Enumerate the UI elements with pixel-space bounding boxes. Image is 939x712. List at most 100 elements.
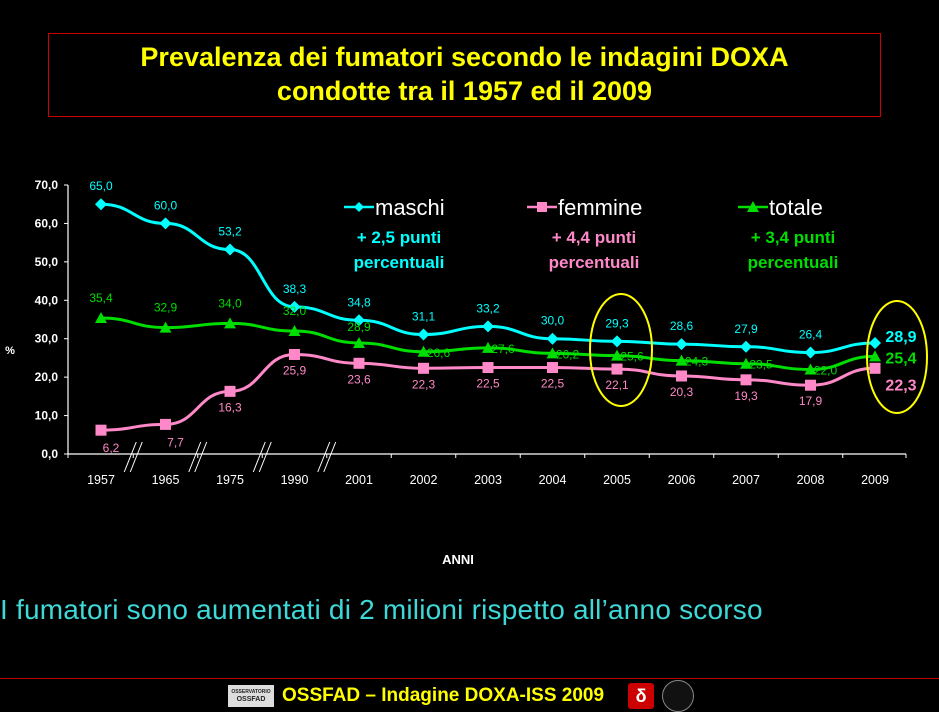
marker-femmine-2003 [482, 362, 494, 374]
title-line-1: Prevalenza dei fumatori secondo le indag… [140, 42, 789, 72]
data-label-totale-2009: 25,4 [885, 350, 916, 367]
marker-maschi-2003 [482, 320, 494, 333]
footer-text: OSSFAD – Indagine DOXA-ISS 2009 [282, 685, 605, 706]
summary-subtitle: I fumatori sono aumentati di 2 milioni r… [0, 594, 763, 625]
marker-totale-1965 [159, 321, 172, 333]
marker-totale-2001 [353, 336, 365, 348]
data-label-totale-2007: 23,5 [749, 358, 773, 372]
y-tick-label: 0,0 [41, 447, 58, 461]
marker-femmine-1990 [289, 348, 300, 360]
data-label-maschi-1965: 60,0 [154, 198, 178, 212]
marker-maschi-2004 [546, 332, 559, 345]
data-label-maschi-1975: 53,2 [218, 225, 242, 239]
marker-femmine-2004 [547, 362, 558, 374]
data-label-totale-1957: 35,4 [89, 291, 113, 305]
data-label-femmine-2009: 22,3 [885, 377, 916, 394]
data-label-maschi-2004: 30,0 [541, 314, 565, 328]
x-tick-label-1957: 1957 [87, 473, 115, 487]
y-tick-label: 50,0 [35, 255, 59, 269]
doxa-logo: δ [628, 683, 655, 709]
marker-totale-2009 [869, 350, 881, 362]
marker-maschi-2009 [869, 336, 881, 349]
legend-label-maschi: maschi [375, 195, 445, 220]
marker-femmine-2007 [740, 374, 752, 386]
marker-femmine-1975 [224, 385, 236, 397]
data-label-femmine-1975: 16,3 [218, 400, 242, 414]
legend-note1-maschi: + 2,5 punti [357, 228, 442, 247]
y-tick-label: 40,0 [35, 293, 59, 307]
x-tick-label-2002: 2002 [410, 473, 438, 487]
data-label-totale-1990: 32,0 [283, 304, 307, 318]
x-tick-label-2005: 2005 [603, 473, 631, 487]
data-label-totale-2006: 24,3 [685, 355, 709, 369]
data-label-femmine-2005: 22,1 [605, 378, 629, 392]
y-axis-label: % [5, 345, 15, 357]
marker-femmine-2002 [418, 362, 429, 374]
marker-femmine-1965 [160, 418, 171, 430]
legend-label-femmine: femmine [558, 195, 642, 220]
data-label-maschi-2007: 27,9 [734, 322, 758, 336]
marker-totale-2002 [417, 345, 430, 357]
y-tick-label: 30,0 [35, 332, 59, 346]
x-tick-label-2008: 2008 [797, 473, 825, 487]
marker-femmine-2005 [611, 363, 623, 375]
data-label-femmine-2008: 17,9 [799, 394, 823, 408]
data-label-maschi-2005: 29,3 [605, 316, 629, 330]
x-tick-label-2001: 2001 [345, 473, 373, 487]
x-tick-label-2006: 2006 [668, 473, 696, 487]
title-line-2: condotte tra il 1957 ed il 2009 [276, 76, 653, 106]
data-label-maschi-2008: 26,4 [799, 328, 823, 342]
y-tick-label: 70,0 [35, 178, 59, 192]
data-label-totale-1975: 34,0 [218, 296, 242, 310]
marker-totale-2004 [546, 347, 559, 359]
line-chart: 0,0 10,0 20,0 30,0 40,0 50,0 60,0 70,0 1957 1965 1… [5, 178, 928, 567]
ossfad-logo-text: OSSFAD [236, 696, 266, 703]
data-label-femmine-1957: 6,2 [103, 441, 120, 455]
x-tick-label-2003: 2003 [474, 473, 502, 487]
legend-note2-femmine: percentuali [549, 253, 640, 272]
data-label-totale-2008: 22,0 [814, 363, 838, 377]
marker-maschi-1957 [95, 198, 107, 211]
data-label-femmine-2003: 22,5 [476, 377, 500, 391]
marker-totale-1990 [288, 325, 301, 337]
footer: OSSERVATORIO OSSFAD OSSFAD – Indagine DO… [228, 680, 695, 712]
marker-maschi-2008 [804, 346, 817, 359]
marker-totale-1957 [95, 311, 107, 323]
highlight-ellipse-2009 [866, 300, 928, 414]
x-tick-label-1975: 1975 [216, 473, 244, 487]
data-label-femmine-2001: 23,6 [347, 372, 371, 386]
marker-totale-1975 [224, 317, 236, 329]
axis-break-mark [194, 441, 208, 473]
data-label-maschi-2009: 28,9 [885, 329, 916, 346]
data-label-totale-2001: 28,9 [347, 320, 371, 334]
marker-maschi-2007 [740, 340, 752, 353]
marker-maschi-1990 [288, 300, 301, 313]
iss-seal-logo [662, 680, 695, 712]
axis-break-mark [317, 441, 331, 473]
y-tick-label: 20,0 [35, 370, 59, 384]
highlight-ellipse-2005 [589, 293, 653, 407]
data-label-femmine-2004: 22,5 [541, 377, 565, 391]
data-label-totale-2002: 26,6 [427, 346, 451, 360]
data-label-totale-2004: 26,2 [556, 347, 580, 361]
data-label-femmine-1990: 25,9 [283, 363, 307, 377]
marker-totale-2006 [675, 354, 688, 366]
marker-femmine-2006 [676, 370, 687, 382]
marker-maschi-2005 [611, 335, 623, 348]
legend-note2-maschi: percentuali [354, 253, 445, 272]
axis-break-mark [323, 441, 337, 473]
y-tick-label: 60,0 [35, 216, 59, 230]
data-label-femmine-2007: 19,3 [734, 389, 758, 403]
data-label-totale-2003: 27,6 [491, 342, 515, 356]
legend-marker-femmine [537, 202, 547, 212]
marker-maschi-1965 [159, 217, 172, 230]
data-label-maschi-2001: 34,8 [347, 295, 371, 309]
x-tick-label-2004: 2004 [539, 473, 567, 487]
legend-label-totale: totale [769, 195, 823, 220]
data-label-maschi-2002: 31,1 [412, 309, 436, 323]
marker-maschi-1975 [224, 243, 236, 256]
marker-maschi-2001 [353, 314, 365, 327]
marker-totale-2007 [740, 357, 752, 369]
legend-marker-totale [747, 201, 759, 212]
legend-note1-femmine: + 4,4 punti [552, 228, 637, 247]
